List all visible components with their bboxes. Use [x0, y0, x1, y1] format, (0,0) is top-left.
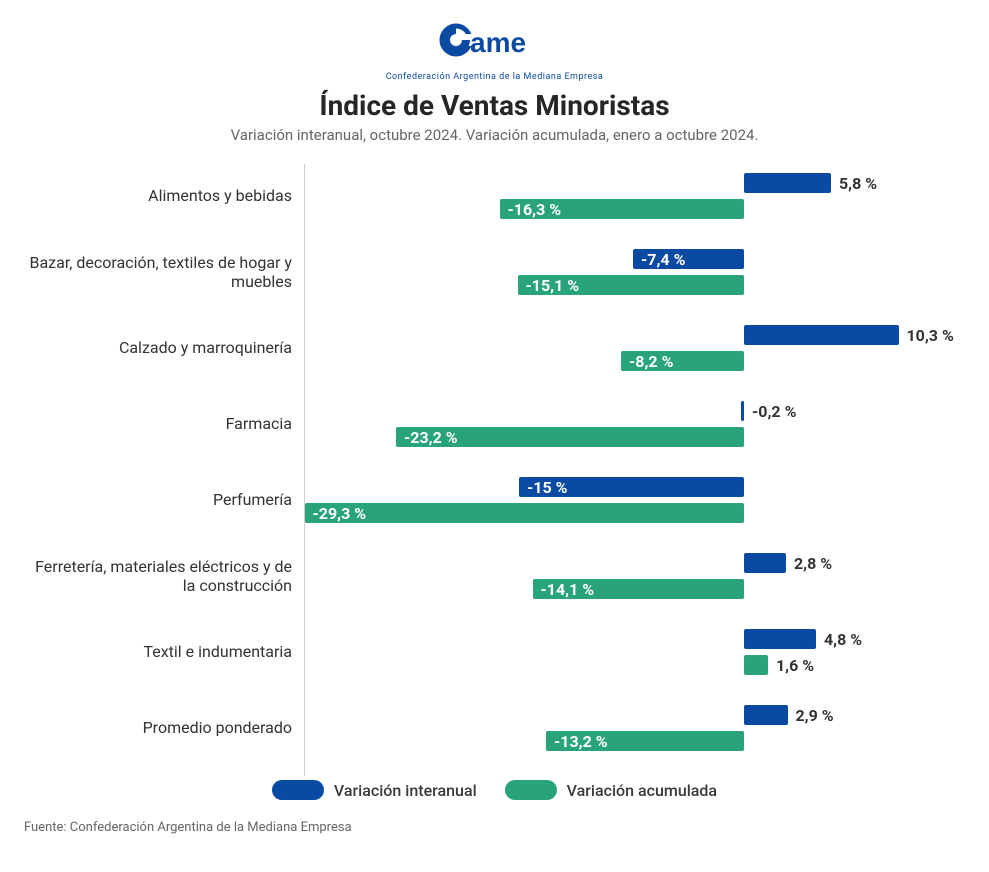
logo: ame Confederación Argentina de la Median…: [24, 22, 965, 83]
bar-interanual: [741, 401, 744, 421]
bar-value-label: -0,2 %: [752, 401, 796, 421]
category-row: Promedio ponderado 2,9 % -13,2 %: [24, 696, 969, 760]
bar-interanual: [744, 173, 831, 193]
category-label: Ferretería, materiales eléctricos y de l…: [24, 544, 304, 608]
bar-acumulada: [305, 503, 745, 523]
category-row: Farmacia -0,2 % -23,2 %: [24, 392, 969, 456]
bar-value-label: -13,2 %: [554, 731, 608, 751]
bar-interanual: [744, 325, 899, 345]
category-label: Perfumería: [24, 468, 304, 532]
bar-value-label: -7,4 %: [641, 249, 685, 269]
bar-interanual: [744, 553, 786, 573]
logo-subtext: Confederación Argentina de la Mediana Em…: [386, 72, 604, 82]
bar-value-label: 5,8 %: [839, 173, 877, 193]
bar-value-label: 10,3 %: [907, 325, 954, 345]
bar-value-label: -14,1 %: [541, 579, 595, 599]
bar-acumulada: [744, 655, 768, 675]
bar-value-label: -15 %: [527, 477, 567, 497]
legend-label: Variación interanual: [334, 781, 477, 800]
bar-value-label: -15,1 %: [526, 275, 580, 295]
chart-area: Alimentos y bebidas 5,8 % -16,3 % Bazar, de…: [24, 164, 969, 776]
bar-interanual: [744, 629, 816, 649]
page: ame Confederación Argentina de la Median…: [0, 0, 989, 872]
bar-value-label: 1,6 %: [776, 655, 814, 675]
svg-text:ame: ame: [470, 27, 526, 58]
category-label: Farmacia: [24, 392, 304, 456]
legend-swatch: [272, 780, 324, 800]
category-label: Promedio ponderado: [24, 696, 304, 760]
came-logo-svg: ame: [434, 22, 554, 68]
bar-value-label: -23,2 %: [404, 427, 458, 447]
logo-inner: ame Confederación Argentina de la Median…: [386, 22, 604, 82]
category-row: Alimentos y bebidas 5,8 % -16,3 %: [24, 164, 969, 228]
bar-value-label: -16,3 %: [508, 199, 562, 219]
legend-swatch: [505, 780, 557, 800]
bar-value-label: 2,8 %: [794, 553, 832, 573]
chart-title: Índice de Ventas Minoristas: [24, 89, 965, 122]
category-row: Calzado y marroquinería 10,3 % -8,2 %: [24, 316, 969, 380]
category-label: Bazar, decoración, textiles de hogar y m…: [24, 240, 304, 304]
bar-value-label: -29,3 %: [313, 503, 367, 523]
category-label: Textil e indumentaria: [24, 620, 304, 684]
category-row: Textil e indumentaria 4,8 % 1,6 %: [24, 620, 969, 684]
bar-interanual: [744, 705, 788, 725]
bar-value-label: 4,8 %: [824, 629, 862, 649]
legend-item: Variación interanual: [272, 780, 477, 800]
category-row: Perfumería -15 % -29,3 %: [24, 468, 969, 532]
source-line: Fuente: Confederación Argentina de la Me…: [24, 820, 965, 835]
chart-subtitle: Variación interanual, octubre 2024. Vari…: [24, 126, 965, 144]
legend-item: Variación acumulada: [505, 780, 717, 800]
bar-value-label: 2,9 %: [796, 705, 834, 725]
bar-value-label: -8,2 %: [629, 351, 673, 371]
legend: Variación interanual Variación acumulada: [24, 780, 965, 804]
category-row: Ferretería, materiales eléctricos y de l…: [24, 544, 969, 608]
category-row: Bazar, decoración, textiles de hogar y m…: [24, 240, 969, 304]
legend-label: Variación acumulada: [567, 781, 717, 800]
category-label: Calzado y marroquinería: [24, 316, 304, 380]
category-label: Alimentos y bebidas: [24, 164, 304, 228]
